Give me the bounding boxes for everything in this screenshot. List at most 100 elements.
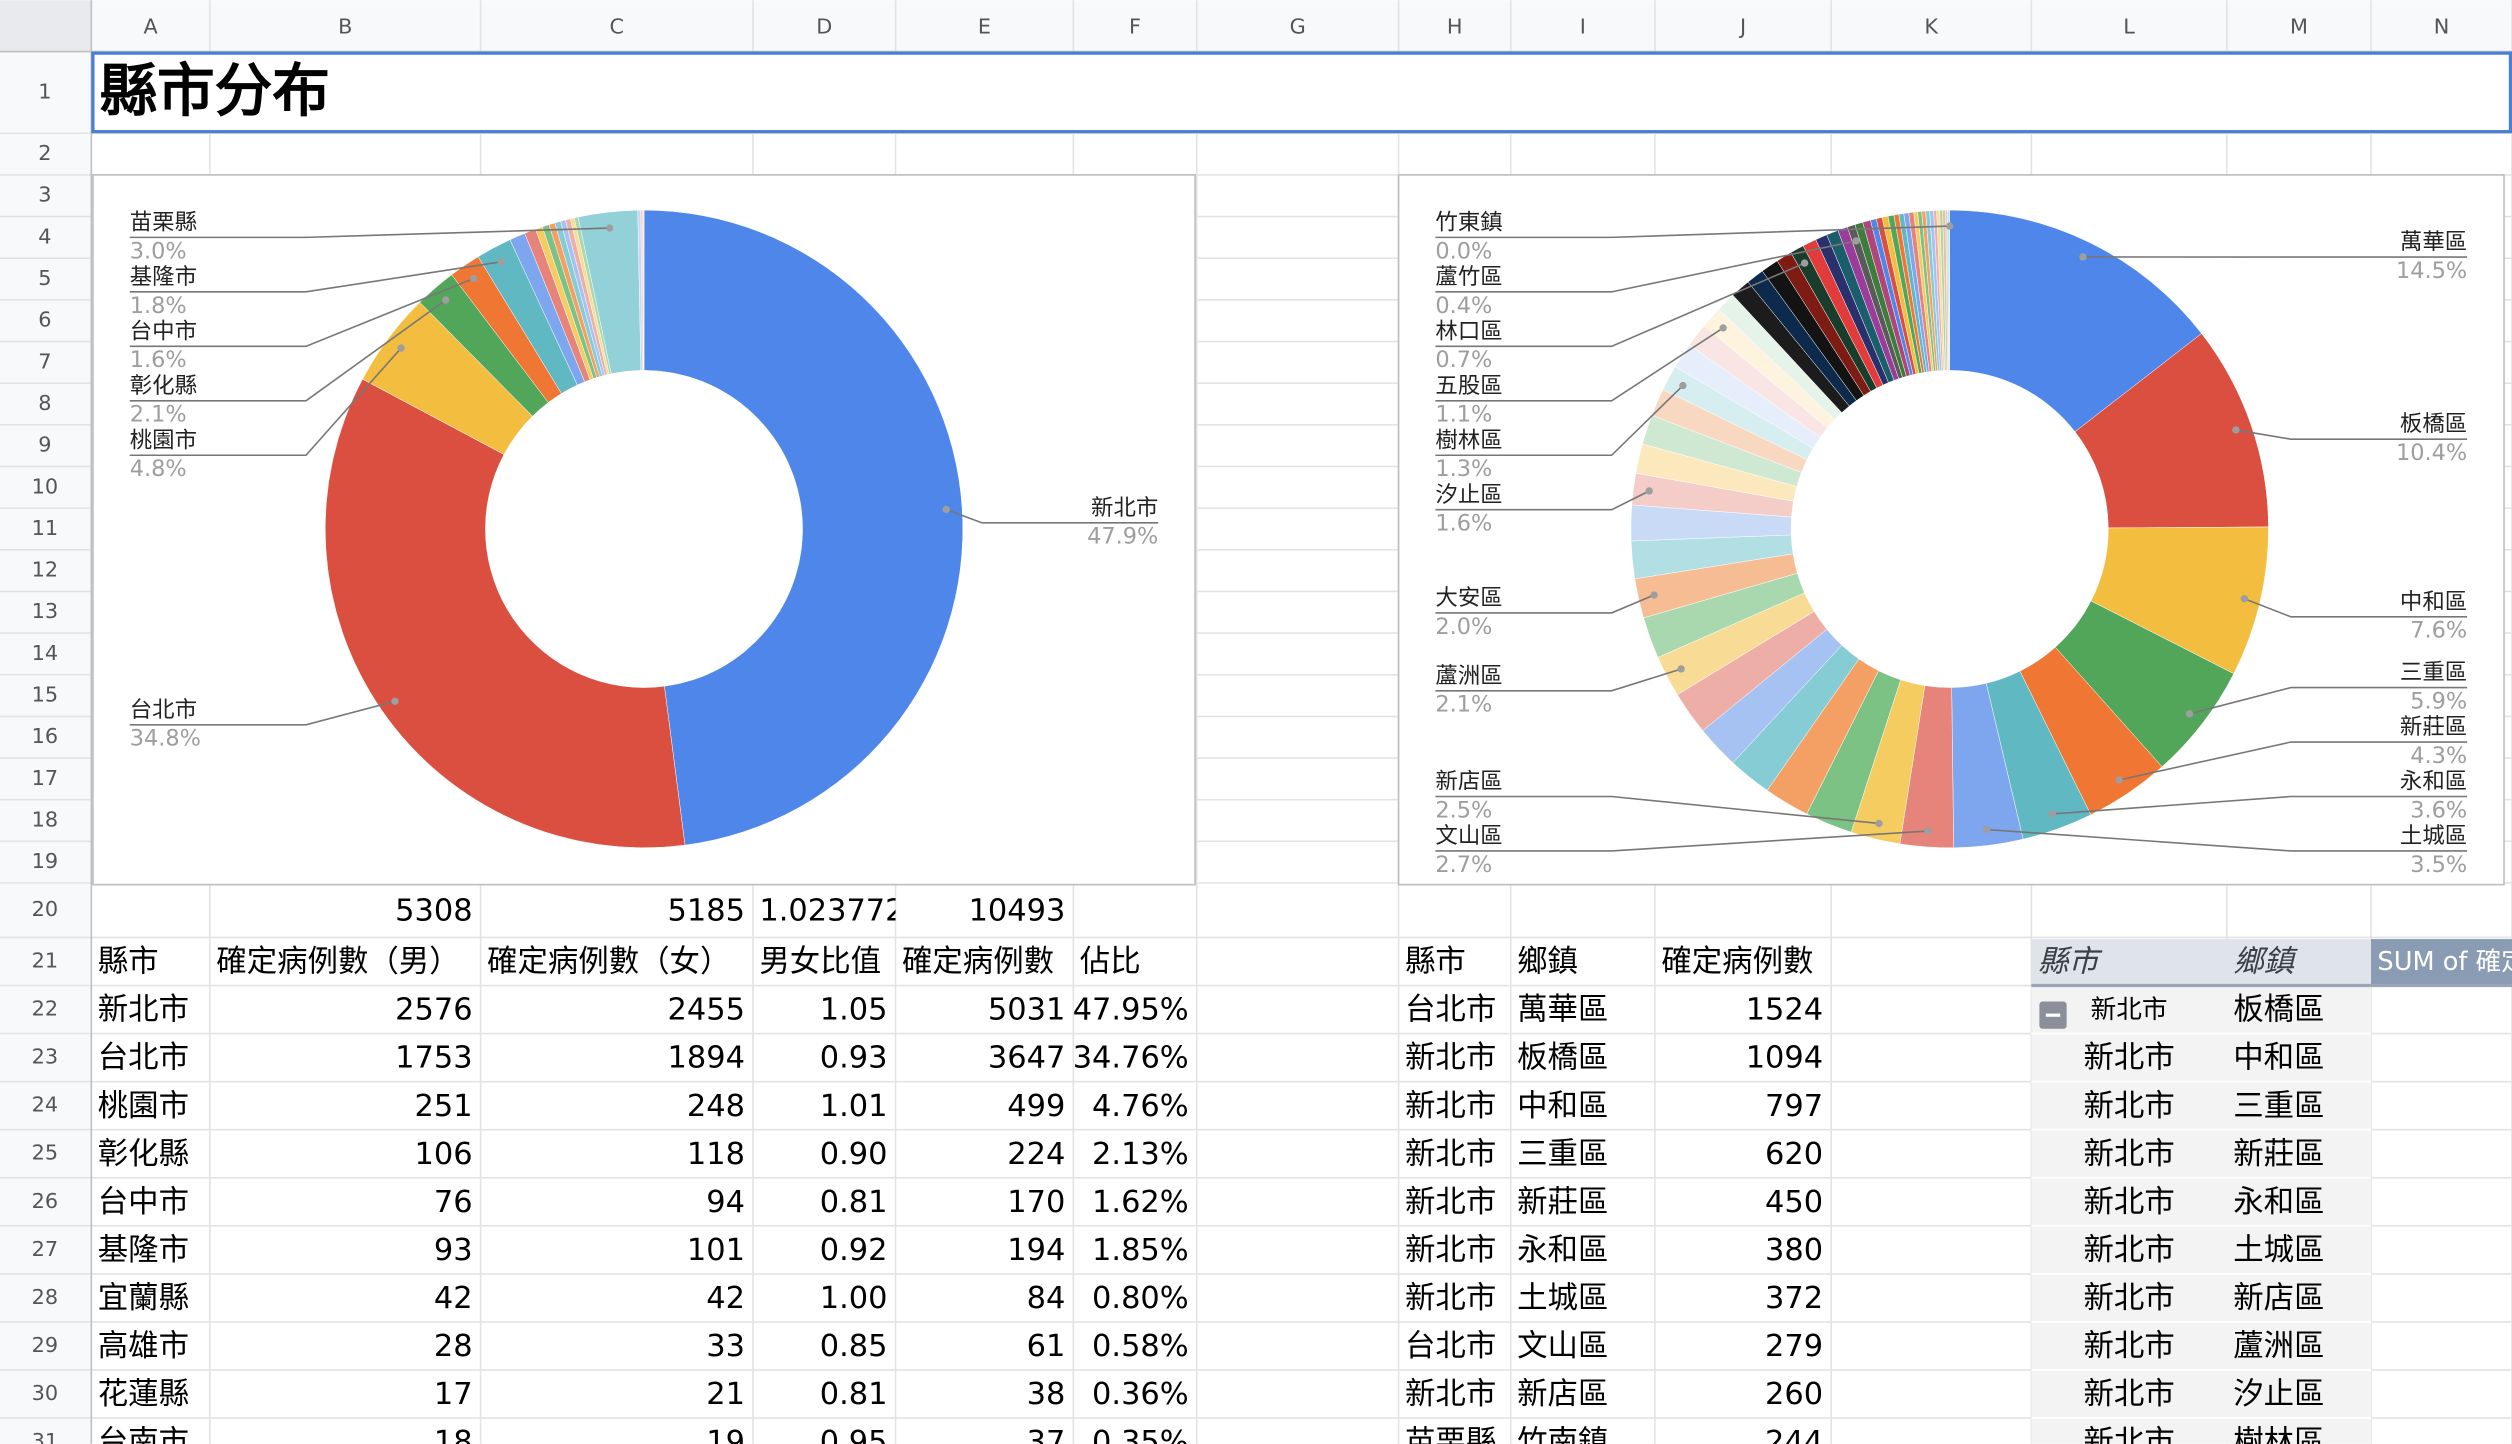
cell-text: SUM of 確定 [2377,947,2512,977]
cell-text: 新店區 [1517,1377,1608,1412]
cell-text: 新北市 [2083,1233,2174,1268]
row-number: 11 [32,516,58,540]
cell-text: 苗栗縣 [1405,1425,1496,1444]
cell-text: 224 [1007,1137,1065,1172]
slice-label: 蘆洲區 [1435,663,1502,689]
cell-text: 男女比值 [759,945,881,980]
row-number: 17 [32,766,58,790]
leader-line [2189,686,2468,715]
row-number: 29 [32,1333,58,1357]
pivot-body-bg [2031,985,2372,1444]
cell-text: 5308 [395,893,472,928]
cell-text: 37 [1027,1425,1066,1444]
leader-dot [942,505,950,514]
row-number: 16 [32,724,58,748]
slice-value-label: 7.6% [2410,618,2467,644]
slice-value-label: 3.0% [130,238,187,264]
cell-text: 板橋區 [1517,1041,1608,1076]
cell-text: 1.85% [1092,1233,1189,1268]
cell-text: 汐止區 [2233,1377,2324,1412]
slice-label: 苗栗縣 [130,209,197,235]
cell-text: 797 [1765,1089,1823,1124]
slice-value-label: 0.4% [1435,293,1492,319]
slice-label: 三重區 [2400,660,2467,686]
cell-text: 彰化縣 [98,1137,189,1172]
leader-dot [1719,324,1727,332]
cell-text: 蘆洲區 [2233,1329,2324,1364]
column-letter: M [2290,15,2308,39]
leader-line [129,299,447,402]
column-letter: F [1129,15,1141,39]
slice-label: 彰化縣 [130,373,197,399]
column-letter: K [1924,15,1939,39]
cell-text: 文山區 [1517,1329,1608,1364]
slice-value-label: 1.1% [1435,402,1492,428]
cell-text: 248 [687,1089,745,1124]
slice-label: 樹林區 [1435,427,1502,453]
cell-text: 新北市 [2091,995,2168,1025]
slice-value-label: 10.4% [2396,440,2467,466]
leader-dot [1679,381,1687,390]
leader-dot [2240,595,2249,603]
leader-dot [397,344,405,352]
slice-label: 大安區 [1435,585,1502,611]
leader-line [1435,594,1655,614]
leader-dot [442,296,450,304]
row-number: 8 [38,391,51,415]
cell-text: 三重區 [2233,1089,2324,1124]
cell-text: 84 [1027,1281,1066,1316]
row-number: 9 [38,433,51,457]
leader-line [1435,830,1928,852]
row-number: 18 [32,808,58,832]
cell-text: 新北市 [98,993,189,1028]
cell-text: 251 [415,1089,473,1124]
cell-text: 33 [706,1329,745,1364]
cell-text: 372 [1765,1281,1823,1316]
cell-text: 34.76% [1073,1041,1189,1076]
cell-text: 0.80% [1092,1281,1189,1316]
cell-text: 縣市 [98,945,159,980]
column-letter: C [610,15,625,39]
row-number: 30 [32,1381,58,1405]
slice-label: 板橋區 [2400,411,2467,437]
slice-label: 新北市 [1091,495,1158,521]
cell-text: 縣市 [1405,945,1466,980]
cell-text: 1.00 [820,1281,888,1316]
slice-label: 台中市 [130,318,197,344]
cell-text: 0.81 [820,1377,888,1412]
cell-text: 0.58% [1092,1329,1189,1364]
cell-text: 0.93 [820,1041,888,1076]
slice-value-label: 34.8% [130,726,201,752]
leader-line [1986,828,2468,852]
cell-text: 佔比 [1080,945,1141,980]
cell-text: 244 [1765,1425,1823,1444]
cell-text: 2576 [395,993,472,1028]
cell-text: 620 [1765,1137,1823,1172]
slice-label: 桃園市 [130,427,197,453]
cell-text: 新北市 [1405,1377,1496,1412]
cell-text: 499 [1007,1089,1065,1124]
leader-dot [605,224,614,232]
cell-text: 1.01 [820,1089,888,1124]
cell-text: 宜蘭縣 [98,1281,189,1316]
leader-line [1435,225,1950,239]
cell-text: 1.05 [820,993,888,1028]
cell-text: 0.85 [820,1329,888,1364]
slice-label: 土城區 [2400,823,2467,849]
cell-text: 94 [706,1185,745,1220]
cell-text: 確定病例數（男） [216,945,459,980]
cell-text: 確定病例數 [902,945,1054,980]
leader-line [945,508,1159,524]
cell-text: 1.0237722 [759,893,924,928]
slice [643,209,964,846]
cell-text: 三重區 [1517,1137,1608,1172]
leader-dot [2185,710,2194,718]
slice-label: 新店區 [1435,769,1502,795]
slice-value-label: 0.0% [1435,238,1492,264]
cell-text: 樹林區 [2233,1425,2324,1444]
slice-label: 林口區 [1435,318,1502,344]
row-number: 26 [32,1189,58,1213]
cell-text: 新莊區 [1517,1185,1608,1220]
slice-value-label: 5.9% [2410,688,2467,714]
cell-text: 台北市 [98,1041,189,1076]
